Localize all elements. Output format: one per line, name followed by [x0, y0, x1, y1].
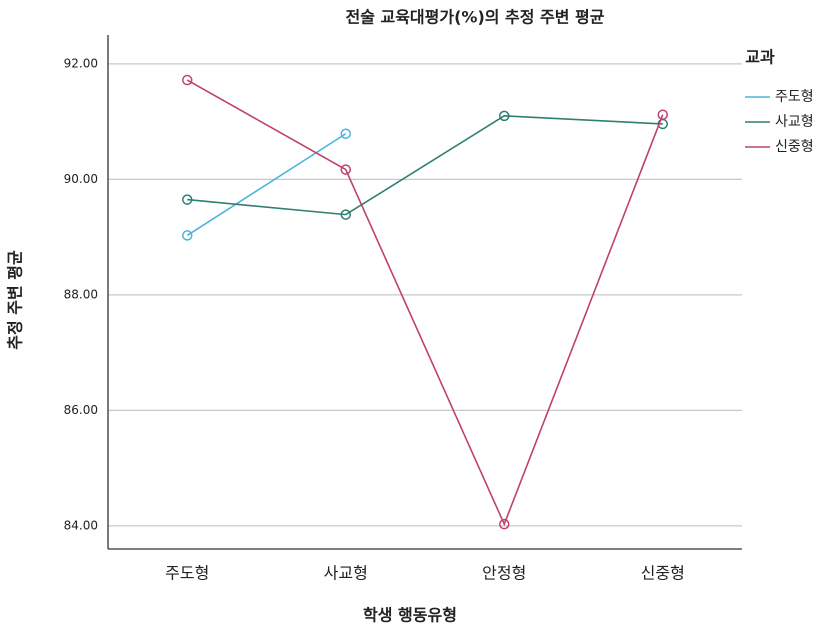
- y-axis-title: 추정 주변 평균: [6, 250, 25, 350]
- x-axis-title: 학생 행동유형: [363, 606, 457, 625]
- legend-label: 신중형: [775, 139, 814, 155]
- legend-label: 사교형: [775, 114, 814, 130]
- data-point: [182, 74, 193, 86]
- data-point: [340, 128, 351, 140]
- data-point: [657, 109, 668, 120]
- x-tick-label: 주도형: [165, 564, 209, 583]
- y-tick-label: 84.00: [64, 518, 98, 532]
- data-point: [182, 194, 193, 205]
- data-point: [340, 209, 351, 220]
- chart-title: 전술 교육대평가(%)의 추정 주변 평균: [345, 8, 604, 27]
- data-point: [499, 110, 510, 122]
- series-line: [186, 79, 664, 527]
- legend-label: 주도형: [775, 89, 814, 105]
- x-tick-label: 안정형: [482, 564, 526, 583]
- x-tick-label: 신중형: [641, 564, 685, 583]
- y-tick-label: 88.00: [64, 287, 98, 301]
- x-tick-label: 사교형: [324, 564, 368, 583]
- legend-title: 교과: [745, 48, 775, 67]
- y-tick-label: 90.00: [64, 172, 98, 186]
- y-tick-label: 92.00: [64, 56, 98, 70]
- data-point: [499, 518, 510, 530]
- series-line: [186, 133, 347, 237]
- data-point: [340, 164, 351, 175]
- y-tick-label: 86.00: [64, 403, 98, 417]
- series-line: [187, 115, 663, 216]
- data-point: [182, 230, 193, 241]
